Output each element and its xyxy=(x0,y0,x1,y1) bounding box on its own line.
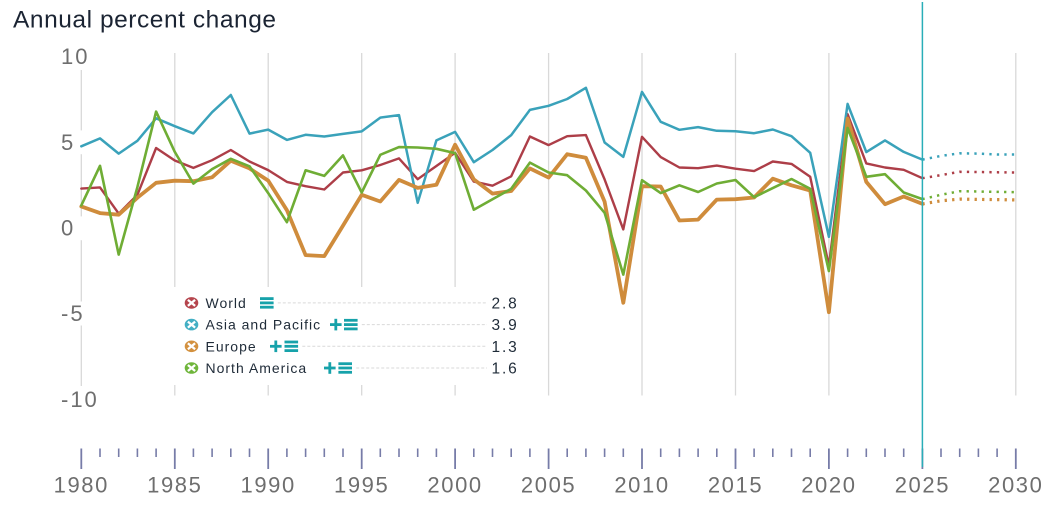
svg-text:1.6: 1.6 xyxy=(492,361,519,378)
svg-text:5: 5 xyxy=(61,130,75,155)
svg-text:-5: -5 xyxy=(61,301,85,326)
svg-text:2030: 2030 xyxy=(988,473,1043,498)
svg-text:1.3: 1.3 xyxy=(492,339,519,356)
svg-text:North America: North America xyxy=(206,360,308,376)
svg-text:1985: 1985 xyxy=(147,473,202,498)
svg-text:2.8: 2.8 xyxy=(492,295,519,312)
svg-text:2015: 2015 xyxy=(708,473,763,498)
svg-text:2005: 2005 xyxy=(521,473,576,498)
svg-text:Europe: Europe xyxy=(206,338,257,354)
svg-text:10: 10 xyxy=(61,44,89,69)
svg-text:0: 0 xyxy=(61,216,75,241)
svg-text:3.9: 3.9 xyxy=(492,317,519,334)
svg-text:Asia and Pacific: Asia and Pacific xyxy=(206,317,322,333)
svg-text:1995: 1995 xyxy=(334,473,389,498)
svg-text:Annual percent change: Annual percent change xyxy=(13,7,277,34)
svg-text:2020: 2020 xyxy=(801,473,856,498)
svg-text:2025: 2025 xyxy=(895,473,950,498)
svg-text:1990: 1990 xyxy=(241,473,296,498)
svg-text:2000: 2000 xyxy=(427,473,482,498)
svg-text:-10: -10 xyxy=(61,387,99,412)
svg-text:World: World xyxy=(206,295,247,311)
svg-text:2010: 2010 xyxy=(614,473,669,498)
svg-text:1980: 1980 xyxy=(54,473,109,498)
